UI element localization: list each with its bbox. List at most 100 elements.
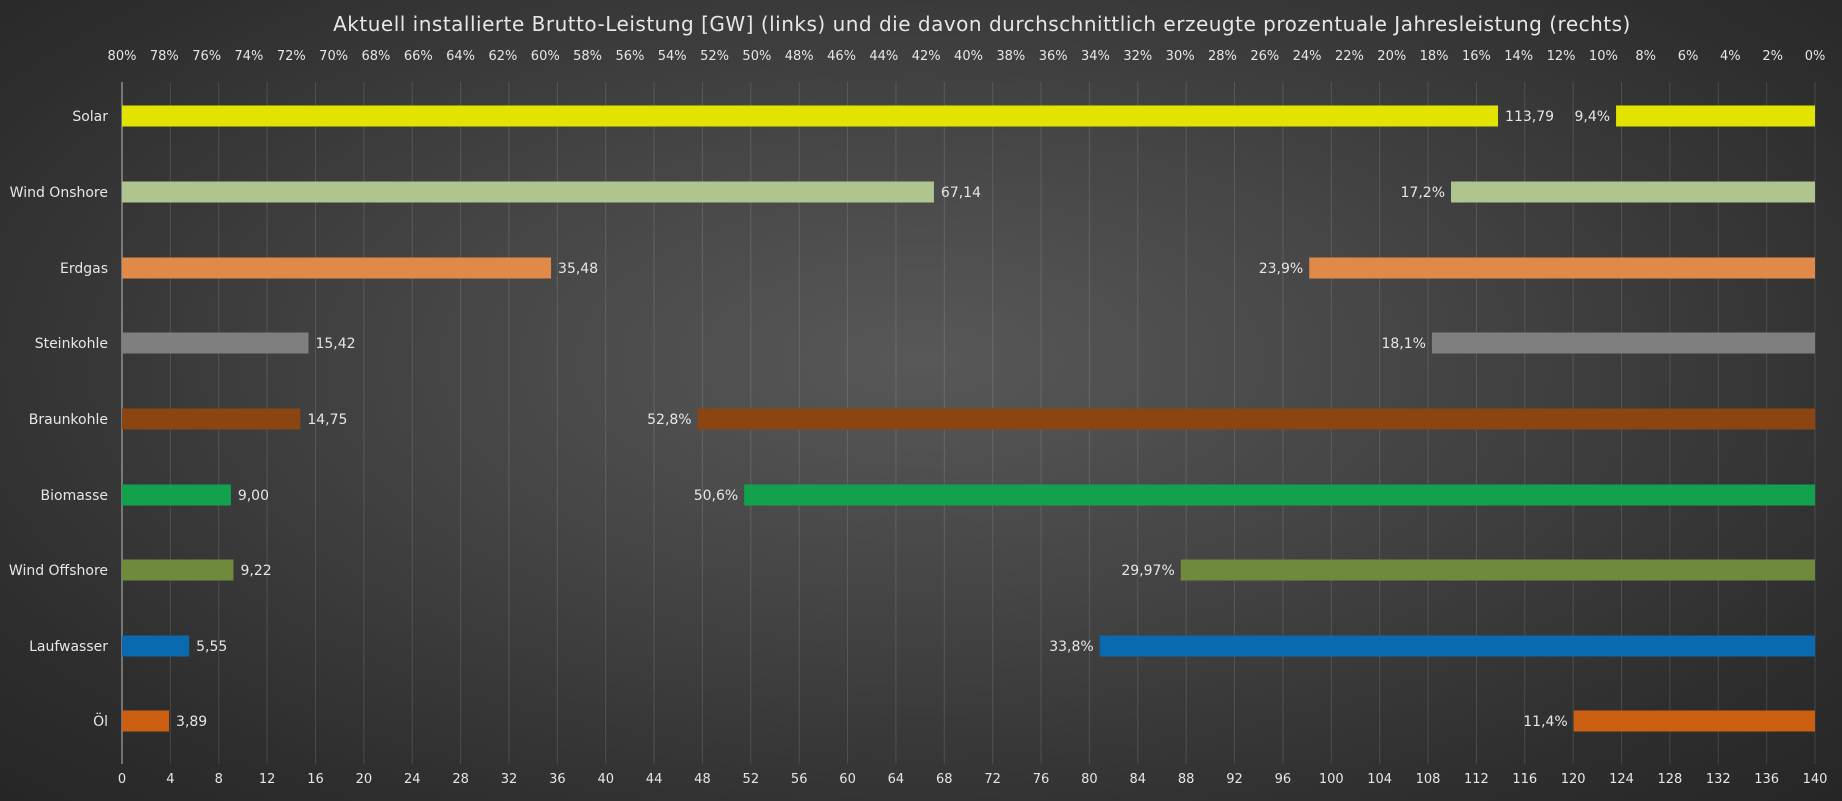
bar-capacity-label: 3,89 — [176, 714, 207, 730]
top-tick-label: 70% — [319, 49, 348, 64]
bar-capacity — [122, 105, 1499, 127]
bar-percent — [1616, 105, 1815, 127]
top-tick-label: 0% — [1805, 49, 1826, 64]
top-tick-label: 74% — [235, 49, 264, 64]
bar-capacity — [122, 635, 190, 657]
bar-capacity — [122, 257, 552, 279]
top-tick-label: 46% — [827, 49, 856, 64]
category-label: Öl — [93, 712, 108, 730]
bottom-tick-label: 64 — [888, 772, 905, 787]
bottom-tick-label: 140 — [1803, 772, 1828, 787]
bar-percent — [697, 408, 1815, 430]
top-tick-label: 78% — [150, 49, 179, 64]
bar-capacity-label: 9,00 — [238, 488, 269, 504]
bottom-tick-label: 116 — [1512, 772, 1537, 787]
bottom-tick-label: 100 — [1319, 772, 1344, 787]
bottom-tick-label: 4 — [166, 772, 174, 787]
bar-percent-label: 11,4% — [1523, 714, 1567, 730]
top-tick-label: 76% — [192, 49, 221, 64]
top-tick-label: 50% — [742, 49, 771, 64]
bottom-tick-label: 32 — [501, 772, 518, 787]
bottom-tick-label: 88 — [1178, 772, 1195, 787]
bottom-tick-label: 68 — [936, 772, 953, 787]
category-label: Erdgas — [60, 261, 108, 277]
top-tick-label: 72% — [277, 49, 306, 64]
bar-percent — [1451, 181, 1815, 203]
category-label: Steinkohle — [35, 336, 108, 352]
bar-percent — [1099, 635, 1815, 657]
top-tick-label: 44% — [869, 49, 898, 64]
bar-capacity — [122, 710, 170, 732]
bars: 113,79 9,4% 67,14 17,2% 35,48 23,9% 15,42 18,1%… — [122, 105, 1815, 732]
top-tick-label: 20% — [1377, 49, 1406, 64]
category-label: Biomasse — [41, 488, 108, 504]
bar-capacity — [122, 181, 934, 203]
bottom-tick-label: 84 — [1130, 772, 1147, 787]
bar-percent-label: 50,6% — [694, 488, 738, 504]
top-tick-label: 80% — [108, 49, 137, 64]
top-tick-label: 10% — [1589, 49, 1618, 64]
top-tick-label: 28% — [1208, 49, 1237, 64]
bottom-tick-label: 36 — [549, 772, 566, 787]
bar-percent — [744, 484, 1815, 506]
bar-capacity-label: 9,22 — [240, 563, 271, 579]
bar-capacity-label: 5,55 — [196, 639, 227, 655]
bar-percent — [1431, 332, 1815, 354]
top-tick-label: 18% — [1420, 49, 1449, 64]
top-tick-label: 58% — [573, 49, 602, 64]
top-tick-label: 36% — [1039, 49, 1068, 64]
bottom-tick-label: 132 — [1706, 772, 1731, 787]
bar-percent-label: 29,97% — [1121, 563, 1174, 579]
category-label: Solar — [72, 109, 108, 125]
bottom-tick-label: 12 — [259, 772, 276, 787]
bottom-tick-label: 0 — [118, 772, 126, 787]
bottom-tick-label: 80 — [1081, 772, 1098, 787]
top-tick-label: 12% — [1547, 49, 1576, 64]
bottom-tick-label: 72 — [984, 772, 1001, 787]
bottom-tick-label: 128 — [1657, 772, 1682, 787]
bottom-tick-label: 40 — [597, 772, 614, 787]
top-tick-label: 6% — [1678, 49, 1699, 64]
bar-capacity-label: 15,42 — [315, 336, 355, 352]
category-label: Braunkohle — [29, 412, 108, 428]
top-tick-label: 26% — [1250, 49, 1279, 64]
bar-percent-label: 18,1% — [1381, 336, 1425, 352]
bar-percent-label: 17,2% — [1401, 185, 1445, 201]
bottom-tick-label: 136 — [1754, 772, 1779, 787]
bottom-tick-label: 108 — [1416, 772, 1441, 787]
top-tick-label: 68% — [361, 49, 390, 64]
bottom-tick-label: 8 — [215, 772, 223, 787]
top-tick-label: 34% — [1081, 49, 1110, 64]
top-tick-label: 56% — [615, 49, 644, 64]
category-labels: Solar Wind Onshore Erdgas Steinkohle Braunko… — [9, 109, 108, 730]
bottom-tick-label: 28 — [452, 772, 469, 787]
top-tick-label: 42% — [912, 49, 941, 64]
bottom-tick-label: 44 — [646, 772, 663, 787]
top-tick-label: 22% — [1335, 49, 1364, 64]
top-tick-label: 14% — [1504, 49, 1533, 64]
top-tick-label: 48% — [785, 49, 814, 64]
bottom-tick-label: 24 — [404, 772, 421, 787]
top-tick-label: 16% — [1462, 49, 1491, 64]
category-label: Wind Onshore — [10, 185, 108, 201]
bar-capacity-label: 35,48 — [558, 261, 598, 277]
bar-capacity — [122, 408, 301, 430]
bottom-tick-label: 120 — [1561, 772, 1586, 787]
top-tick-label: 64% — [446, 49, 475, 64]
bottom-tick-label: 96 — [1275, 772, 1292, 787]
bottom-tick-label: 112 — [1464, 772, 1489, 787]
bottom-tick-label: 56 — [791, 772, 808, 787]
bar-percent — [1180, 559, 1815, 581]
top-tick-label: 8% — [1635, 49, 1656, 64]
top-tick-label: 30% — [1166, 49, 1195, 64]
bar-capacity-label: 14,75 — [307, 412, 347, 428]
bottom-tick-label: 76 — [1033, 772, 1050, 787]
chart-title: Aktuell installierte Brutto-Leistung [GW… — [333, 12, 1631, 36]
bar-percent-label: 52,8% — [647, 412, 691, 428]
bar-percent — [1573, 710, 1815, 732]
bar-percent-label: 23,9% — [1259, 261, 1303, 277]
bottom-tick-label: 124 — [1609, 772, 1634, 787]
category-label: Laufwasser — [29, 639, 108, 655]
top-tick-label: 66% — [404, 49, 433, 64]
